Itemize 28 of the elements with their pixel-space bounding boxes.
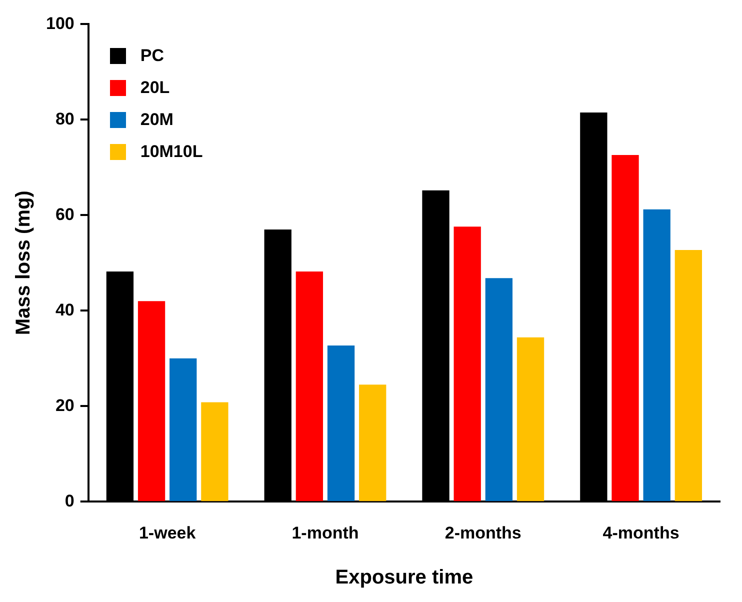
bar [201,402,228,502]
y-tick-label: 100 [46,14,74,33]
y-tick-label: 0 [64,491,74,510]
bar [674,250,702,502]
bar [170,358,197,502]
x-tick-label: 4-months [602,523,680,542]
legend-label: 10M10L [140,142,203,162]
x-tick-label: 1-week [138,523,196,542]
x-tick-label: 2-months [444,523,522,542]
bar [612,155,639,502]
bar [454,226,481,502]
bar [327,345,355,502]
bar [516,337,544,502]
y-tick-label: 60 [55,204,74,224]
y-tick-label: 80 [55,109,74,128]
bar [138,301,166,502]
legend-label: PC [140,46,164,66]
bar [359,384,386,502]
legend-label: 20M [140,110,174,130]
y-tick-label: 40 [55,300,74,320]
bar [643,209,670,502]
bar [485,278,513,502]
y-tick-label: 20 [55,396,74,415]
legend-label: 20L [140,78,170,98]
x-axis-title: Exposure time [335,566,474,589]
bar [296,271,324,502]
y-axis-title: Mass loss (mg) [12,190,35,336]
x-tick-label: 1-month [292,523,359,542]
